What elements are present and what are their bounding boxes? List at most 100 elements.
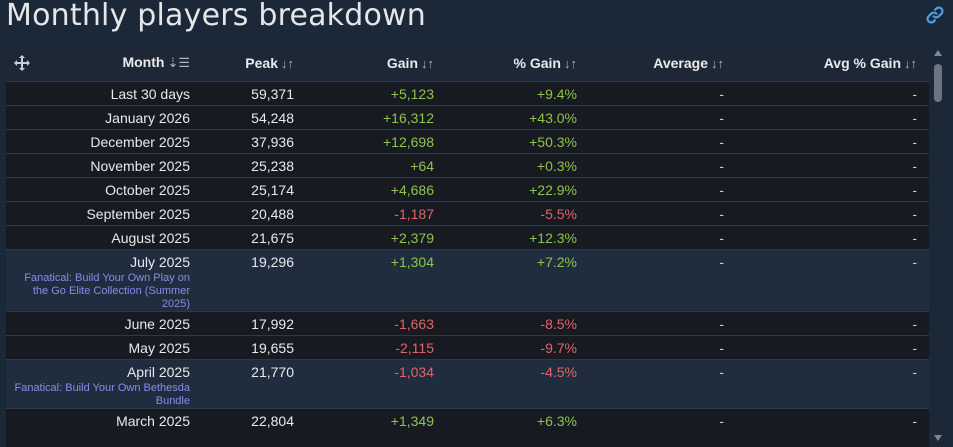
sale-event-link[interactable]: Fanatical: Build Your Own Play on the Go…: [24, 271, 190, 310]
monthly-breakdown-table-panel: Month ⇣☰ Peak ↓↑ Gain ↓↑ % Gain ↓↑ Average ↓↑…: [6, 45, 929, 447]
month-cell-value: July 2025: [130, 253, 190, 270]
peak-cell: 17,992: [202, 311, 306, 335]
gain-cell: +4,686: [306, 177, 446, 201]
avg-pct-gain-cell: -: [736, 177, 929, 201]
pct-gain-cell-value: -4.5%: [540, 363, 577, 380]
average-cell: -: [589, 81, 736, 105]
column-header-gain[interactable]: Gain ↓↑: [306, 45, 446, 81]
month-cell-value: August 2025: [111, 229, 190, 246]
average-cell-value: -: [719, 253, 724, 270]
pct-gain-cell-value: +9.4%: [536, 85, 577, 102]
average-cell-value: -: [719, 109, 724, 126]
peak-cell-value: 54,248: [251, 109, 294, 126]
average-cell-value: -: [719, 339, 724, 356]
peak-cell: 25,238: [202, 153, 306, 177]
sort-icon: ↓↑: [281, 55, 294, 71]
gain-cell: +12,698: [306, 129, 446, 153]
sort-icon: ↓↑: [711, 55, 724, 71]
peak-cell-value: 17,992: [251, 315, 294, 332]
gain-cell: -1,663: [306, 311, 446, 335]
sale-event-link[interactable]: Fanatical: Build Your Own Bethesda Bundl…: [14, 381, 190, 407]
column-header-average[interactable]: Average ↓↑: [589, 45, 736, 81]
peak-cell: 37,936: [202, 129, 306, 153]
average-cell-value: -: [719, 133, 724, 150]
month-cell: August 2025: [6, 225, 202, 249]
average-cell: -: [589, 129, 736, 153]
gain-cell-value: -1,187: [394, 205, 434, 222]
pct-gain-cell: -8.5%: [446, 311, 589, 335]
table-header-row: Month ⇣☰ Peak ↓↑ Gain ↓↑ % Gain ↓↑ Average ↓↑…: [6, 45, 929, 81]
avg-pct-gain-cell-value: -: [912, 363, 917, 380]
pct-gain-cell-value: +43.0%: [529, 109, 577, 126]
avg-pct-gain-cell-value: -: [912, 133, 917, 150]
peak-cell: 22,804: [202, 408, 306, 432]
avg-pct-gain-cell: -: [736, 408, 929, 432]
peak-cell: 21,675: [202, 225, 306, 249]
peak-cell: 19,655: [202, 335, 306, 359]
sort-icon: ↓↑: [564, 55, 577, 71]
month-cell: September 2025: [6, 201, 202, 225]
column-header-avg-pct-gain[interactable]: Avg % Gain ↓↑: [736, 45, 929, 81]
pct-gain-cell-value: +12.3%: [529, 229, 577, 246]
pct-gain-cell: +12.3%: [446, 225, 589, 249]
scroll-down-arrow-icon[interactable]: [934, 435, 942, 441]
peak-cell-value: 21,770: [251, 363, 294, 380]
month-cell-value: November 2025: [90, 157, 190, 174]
gain-cell-value: -1,034: [394, 363, 434, 380]
average-cell: -: [589, 359, 736, 408]
peak-cell-value: 37,936: [251, 133, 294, 150]
link-icon[interactable]: [924, 4, 946, 26]
gain-cell-value: +12,698: [383, 133, 434, 150]
move-columns-icon[interactable]: [14, 55, 30, 71]
month-cell: May 2025: [6, 335, 202, 359]
average-cell-value: -: [719, 85, 724, 102]
column-header-pct-gain[interactable]: % Gain ↓↑: [446, 45, 589, 81]
average-cell: -: [589, 249, 736, 311]
avg-pct-gain-cell-value: -: [912, 253, 917, 270]
table-row: November 2025 25,238 +64 +0.3% - -: [6, 153, 929, 177]
avg-pct-gain-cell-value: -: [912, 85, 917, 102]
column-header-month[interactable]: Month ⇣☰: [6, 45, 202, 81]
pct-gain-cell: +22.9%: [446, 177, 589, 201]
gain-cell: +1,349: [306, 408, 446, 432]
average-header-label: Average: [653, 54, 708, 71]
avg-pct-gain-cell-value: -: [912, 109, 917, 126]
table-row: August 2025 21,675 +2,379 +12.3% - -: [6, 225, 929, 249]
average-cell: -: [589, 225, 736, 249]
monthly-players-table: Month ⇣☰ Peak ↓↑ Gain ↓↑ % Gain ↓↑ Average ↓↑…: [6, 45, 929, 432]
average-cell: -: [589, 153, 736, 177]
average-cell: -: [589, 177, 736, 201]
page-title: Monthly players breakdown: [6, 0, 427, 33]
peak-cell-value: 19,655: [251, 339, 294, 356]
gain-cell-value: +64: [410, 157, 434, 174]
average-cell: -: [589, 408, 736, 432]
vertical-scrollbar[interactable]: [931, 45, 945, 447]
peak-cell-value: 25,174: [251, 181, 294, 198]
average-cell-value: -: [719, 412, 724, 429]
month-cell-value: April 2025: [126, 363, 190, 380]
peak-cell-value: 21,675: [251, 229, 294, 246]
scroll-up-arrow-icon[interactable]: [934, 50, 942, 56]
month-cell: July 2025 Fanatical: Build Your Own Play …: [6, 249, 202, 311]
sort-icon: ↓↑: [421, 55, 434, 71]
pct-gain-cell: -9.7%: [446, 335, 589, 359]
avg-pct-gain-cell-value: -: [912, 412, 917, 429]
scrollbar-thumb[interactable]: [934, 64, 942, 102]
peak-cell: 21,770: [202, 359, 306, 408]
avg-pct-gain-cell: -: [736, 129, 929, 153]
peak-cell: 20,488: [202, 201, 306, 225]
gain-cell-value: +1,349: [390, 412, 434, 429]
month-cell-value: January 2026: [105, 109, 190, 126]
column-header-peak[interactable]: Peak ↓↑: [202, 45, 306, 81]
month-cell-value: October 2025: [105, 181, 190, 198]
month-cell-value: May 2025: [128, 339, 190, 356]
month-cell-value: March 2025: [116, 412, 190, 429]
average-cell-value: -: [719, 181, 724, 198]
average-cell: -: [589, 335, 736, 359]
pct-gain-header-label: % Gain: [513, 54, 561, 71]
avg-pct-gain-cell: -: [736, 249, 929, 311]
gain-cell: +2,379: [306, 225, 446, 249]
month-cell: April 2025 Fanatical: Build Your Own Beth…: [6, 359, 202, 408]
average-cell: -: [589, 105, 736, 129]
pct-gain-cell-value: +0.3%: [536, 157, 577, 174]
